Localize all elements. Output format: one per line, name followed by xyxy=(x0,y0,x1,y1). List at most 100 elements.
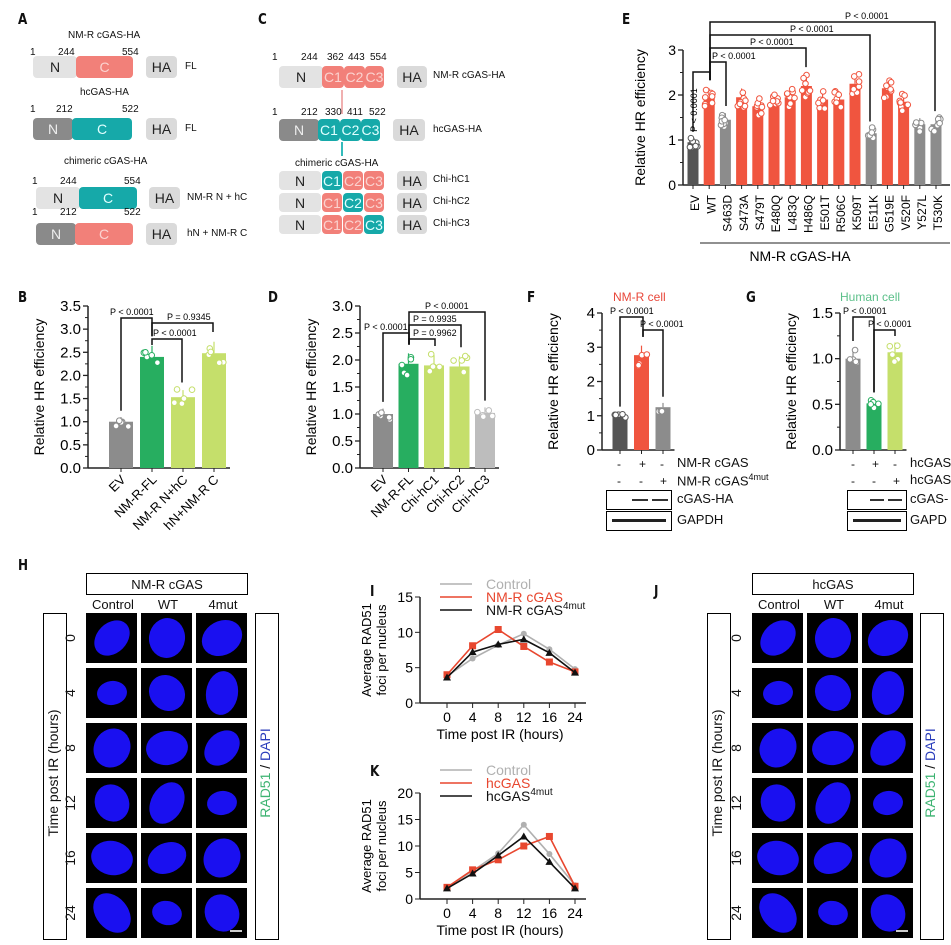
panel-label-a: A xyxy=(18,10,28,28)
nucleus-image xyxy=(141,723,192,773)
ha-tag: HA xyxy=(146,56,177,78)
western-blot-gapdh xyxy=(606,511,672,531)
ha-tag: HA xyxy=(397,171,427,190)
ha-tag: HA xyxy=(149,187,180,209)
data-point-circle xyxy=(520,821,527,828)
data-point xyxy=(806,87,814,94)
series-line xyxy=(446,628,576,676)
panel-label-h: H xyxy=(18,556,29,574)
nucleus-image xyxy=(862,723,913,773)
y-tick-label: 1.5 xyxy=(332,379,353,396)
legend-label: NM-R cGAS4mut xyxy=(486,601,585,618)
nucleus-image xyxy=(86,888,137,938)
data-point-triangle xyxy=(545,857,554,865)
data-point-circle xyxy=(520,630,527,637)
y-tick-label: 0.5 xyxy=(812,396,833,413)
domain-c3: C3 xyxy=(361,119,380,141)
nucleus-image xyxy=(752,778,803,828)
x-tick-label: EV xyxy=(106,472,129,495)
residue-number: 212 xyxy=(60,207,77,218)
x-tick-label: Y527L xyxy=(915,195,929,230)
legend-series-name: hcGAS xyxy=(486,775,530,791)
x-axis-label: Time post IR (hours) xyxy=(436,922,563,938)
data-point xyxy=(901,92,908,99)
bar xyxy=(865,133,877,185)
time-point-label: 0 xyxy=(62,634,78,642)
data-point xyxy=(708,93,716,100)
construct-title: hcGAS-HA xyxy=(80,87,129,98)
data-point xyxy=(851,346,859,354)
data-point xyxy=(686,143,694,151)
domain-c1: C1 xyxy=(322,66,344,88)
blot-label: GAPD xyxy=(910,512,947,527)
data-point-square xyxy=(545,832,553,840)
x-tick-label: 8 xyxy=(494,905,502,921)
row-label: NM-R cGAS4mut xyxy=(677,472,769,489)
p-value-label: P < 0.0001 xyxy=(153,328,197,338)
x-tick-label: L483Q xyxy=(785,195,799,231)
x-tick-label: T530K xyxy=(931,195,945,230)
domain-c2: C2 xyxy=(343,171,363,190)
data-point xyxy=(758,103,766,111)
residue-number: 411 xyxy=(347,107,363,118)
stain-box xyxy=(920,613,944,940)
x-tick-label: 24 xyxy=(567,709,583,725)
significance-bracket xyxy=(642,329,664,397)
sign: - xyxy=(851,457,855,471)
domain-c1: C1 xyxy=(322,215,342,234)
row-label: hcGAS xyxy=(910,455,951,470)
time-point-label: 4 xyxy=(728,689,744,697)
data-point xyxy=(880,94,888,102)
nucleus-image xyxy=(807,888,858,938)
bar xyxy=(612,415,628,450)
data-point xyxy=(427,350,435,358)
nucleus-image xyxy=(86,833,137,883)
data-point-triangle xyxy=(468,869,477,877)
bar xyxy=(424,365,444,468)
data-point-triangle xyxy=(571,884,579,892)
sign: + xyxy=(639,457,647,471)
data-point-triangle xyxy=(494,640,503,648)
x-tick-label: E480Q xyxy=(769,195,783,232)
y-tick-label: 2.0 xyxy=(332,352,353,369)
domain-n: N xyxy=(279,171,321,190)
domain-c1: C1 xyxy=(322,193,342,212)
y-tick-label: 2 xyxy=(587,374,595,391)
data-point-triangle xyxy=(519,832,528,840)
chimeric-title: chimeric cGAS-HA xyxy=(295,158,379,169)
y-tick-label: 2.5 xyxy=(332,325,353,342)
residue-number: 244 xyxy=(60,176,77,187)
arrow-down-icon xyxy=(341,90,343,114)
residue-number: 1 xyxy=(32,207,38,218)
domain-n: N xyxy=(33,56,77,78)
series-line xyxy=(446,835,576,889)
column-label: WT xyxy=(157,597,179,612)
nucleus-image xyxy=(862,613,913,663)
nucleus-image xyxy=(862,668,913,718)
y-tick-label: 1.0 xyxy=(332,406,353,423)
y-tick-label: 3 xyxy=(587,339,595,356)
data-point xyxy=(171,399,178,406)
bar xyxy=(752,106,764,185)
y-tick-label: 3.0 xyxy=(60,321,81,338)
data-point-square xyxy=(520,642,528,650)
x-tick-label: E501T xyxy=(818,194,832,230)
panel-label-i: I xyxy=(370,582,375,600)
significance-bracket xyxy=(408,338,436,347)
x-tick-label: 24 xyxy=(567,905,583,921)
bar xyxy=(817,99,829,185)
data-point xyxy=(142,349,149,356)
data-point xyxy=(758,110,765,117)
nucleus-image xyxy=(86,613,137,663)
p-value-label: P < 0.0001 xyxy=(364,322,408,332)
series-line xyxy=(446,638,576,679)
data-point xyxy=(612,411,620,419)
nucleus-image xyxy=(141,778,192,828)
data-point xyxy=(460,368,468,376)
data-point xyxy=(489,412,496,420)
data-point xyxy=(852,358,860,366)
stain-box xyxy=(255,613,279,940)
data-point xyxy=(837,103,845,111)
x-tick-label: R506C xyxy=(834,195,848,233)
y-tick-label: 3 xyxy=(668,42,676,58)
